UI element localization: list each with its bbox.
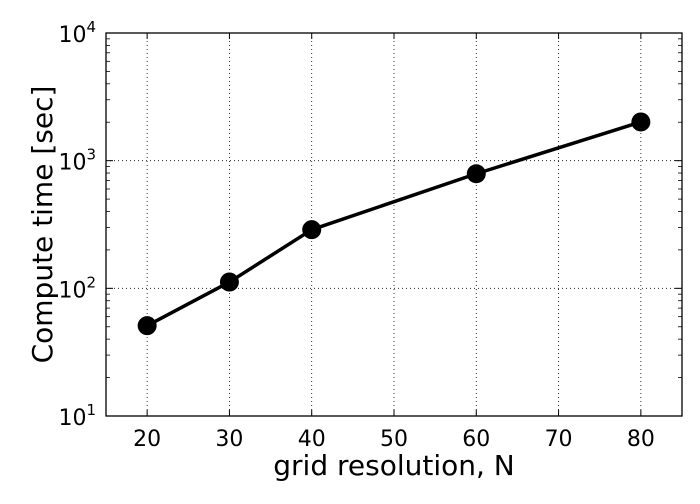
y-axis-label: Compute time [sec] xyxy=(26,86,59,364)
axis-ticks xyxy=(106,32,682,417)
data-point xyxy=(219,272,239,292)
x-tick-label: 20 xyxy=(133,427,161,452)
x-tick-label: 30 xyxy=(215,427,243,452)
data-series xyxy=(137,112,651,336)
x-tick-label: 40 xyxy=(298,427,326,452)
y-tick-label: 102 xyxy=(58,273,96,303)
x-tick-label: 50 xyxy=(380,427,408,452)
y-tick-label: 104 xyxy=(58,18,96,48)
x-tick-labels: 20 30 40 50 60 70 80 xyxy=(133,427,655,452)
x-tick-label: 70 xyxy=(545,427,573,452)
x-tick-label: 80 xyxy=(627,427,655,452)
y-tick-label: 103 xyxy=(58,146,96,176)
x-axis-label: grid resolution, N xyxy=(273,449,515,482)
y-tick-labels: 101 102 103 104 xyxy=(58,18,96,431)
data-point xyxy=(137,316,157,336)
data-point xyxy=(466,164,486,184)
series-line xyxy=(146,120,642,328)
data-point xyxy=(302,220,322,240)
plot-area-frame xyxy=(105,32,683,417)
y-tick-label: 101 xyxy=(58,401,96,431)
data-point xyxy=(631,112,651,132)
grid-lines xyxy=(106,33,682,416)
x-tick-label: 60 xyxy=(462,427,490,452)
